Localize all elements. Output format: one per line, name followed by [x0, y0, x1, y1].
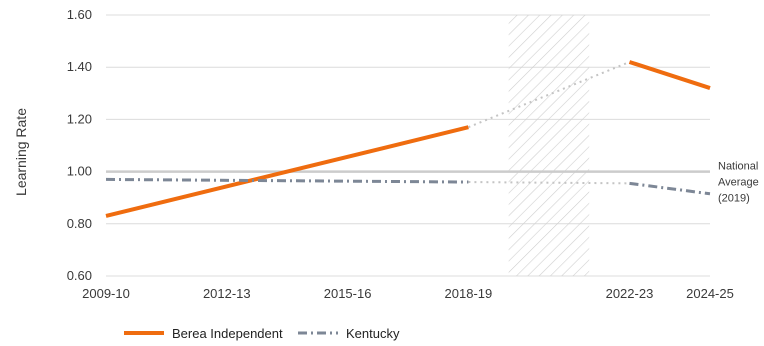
x-tick-label: 2022-23 — [606, 286, 654, 301]
national-average-label: (2019) — [718, 193, 750, 205]
y-tick-label: 1.40 — [67, 59, 92, 74]
national-average-label: National — [718, 161, 758, 173]
y-tick-label: 1.60 — [67, 7, 92, 22]
national-average-label: Average — [718, 177, 759, 189]
hatched-region — [508, 15, 590, 276]
series-line-0 — [628, 60, 711, 90]
legend-label: Berea Independent — [172, 326, 283, 341]
series-group — [105, 60, 711, 218]
x-tick-label: 2018-19 — [445, 286, 493, 301]
gridlines — [106, 14, 710, 277]
y-tick-label: 1.00 — [67, 164, 92, 179]
x-tick-label: 2015-16 — [324, 286, 372, 301]
y-tick-label: 0.60 — [67, 268, 92, 283]
y-axis-label: Learning Rate — [13, 108, 29, 196]
legend-label: Kentucky — [346, 326, 400, 341]
x-tick-label: 2024-25 — [686, 286, 734, 301]
series-line-0 — [105, 125, 469, 218]
shaded-region — [508, 15, 590, 276]
series-line-1 — [105, 177, 469, 184]
series-line-1 — [629, 181, 711, 196]
legend: Berea Independent Kentucky — [124, 326, 400, 341]
series-gap-dotted — [468, 61, 630, 129]
y-tick-label: 1.20 — [67, 111, 92, 126]
reference-line-group: National Average (2019) — [106, 161, 759, 205]
x-tick-label: 2012-13 — [203, 286, 251, 301]
y-tick-label: 0.80 — [67, 216, 92, 231]
x-tick-label: 2009-10 — [82, 286, 130, 301]
axis-labels: 0.60 0.80 1.00 1.20 1.40 1.60 2009-10 2012-13 20… — [67, 7, 734, 301]
